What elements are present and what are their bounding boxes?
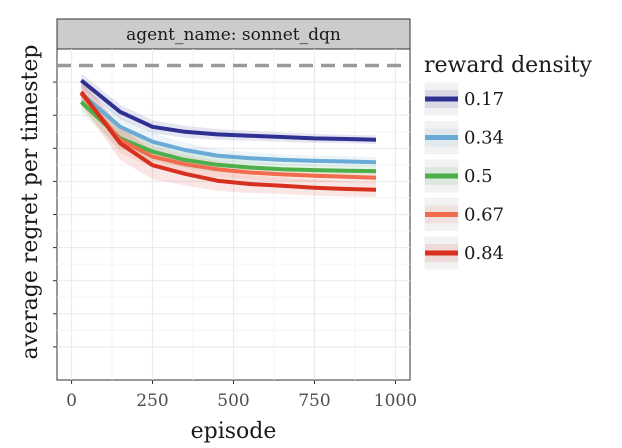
legend-label: 0.5 <box>464 166 493 187</box>
facet-strip-label: agent_name: sonnet_dqn <box>126 25 341 45</box>
x-tick-label: 250 <box>136 391 168 411</box>
x-tick-label: 0 <box>66 391 77 411</box>
series-line-0.17 <box>80 78 377 142</box>
y-axis-title: average regret per timestep <box>18 45 43 360</box>
series-line-0.34 <box>80 92 377 165</box>
legend: 0.17 0.34 0.5 0.67 0.84 <box>423 81 504 271</box>
x-axis-title: episode <box>191 419 277 444</box>
x-axis: 0 250 500 750 1000 <box>66 380 417 411</box>
x-tick-label: 750 <box>298 391 330 411</box>
series-line-0.84 <box>79 90 377 192</box>
legend-label: 0.34 <box>464 128 504 149</box>
series-lines <box>79 78 377 192</box>
legend-item-0.5: 0.5 <box>423 158 493 194</box>
x-tick-label: 1000 <box>374 391 417 411</box>
legend-item-0.84: 0.84 <box>423 235 504 271</box>
facet-strip: agent_name: sonnet_dqn <box>56 18 411 50</box>
legend-label: 0.67 <box>464 205 504 226</box>
legend-item-0.67: 0.67 <box>423 197 504 232</box>
grid-major-x <box>70 49 397 380</box>
facet-strip-background <box>56 18 411 50</box>
series-line-0.67 <box>79 92 377 180</box>
x-tick-label: 500 <box>217 391 249 411</box>
confidence-band-0.34 <box>81 83 377 168</box>
series-line-0.5 <box>79 100 377 174</box>
legend-label: 0.17 <box>464 89 504 110</box>
legend-item-0.17: 0.17 <box>423 81 504 117</box>
y-axis <box>53 81 57 348</box>
legend-title: reward density <box>424 53 593 78</box>
legend-item-0.34: 0.34 <box>423 120 504 155</box>
legend-label: 0.84 <box>464 243 504 264</box>
